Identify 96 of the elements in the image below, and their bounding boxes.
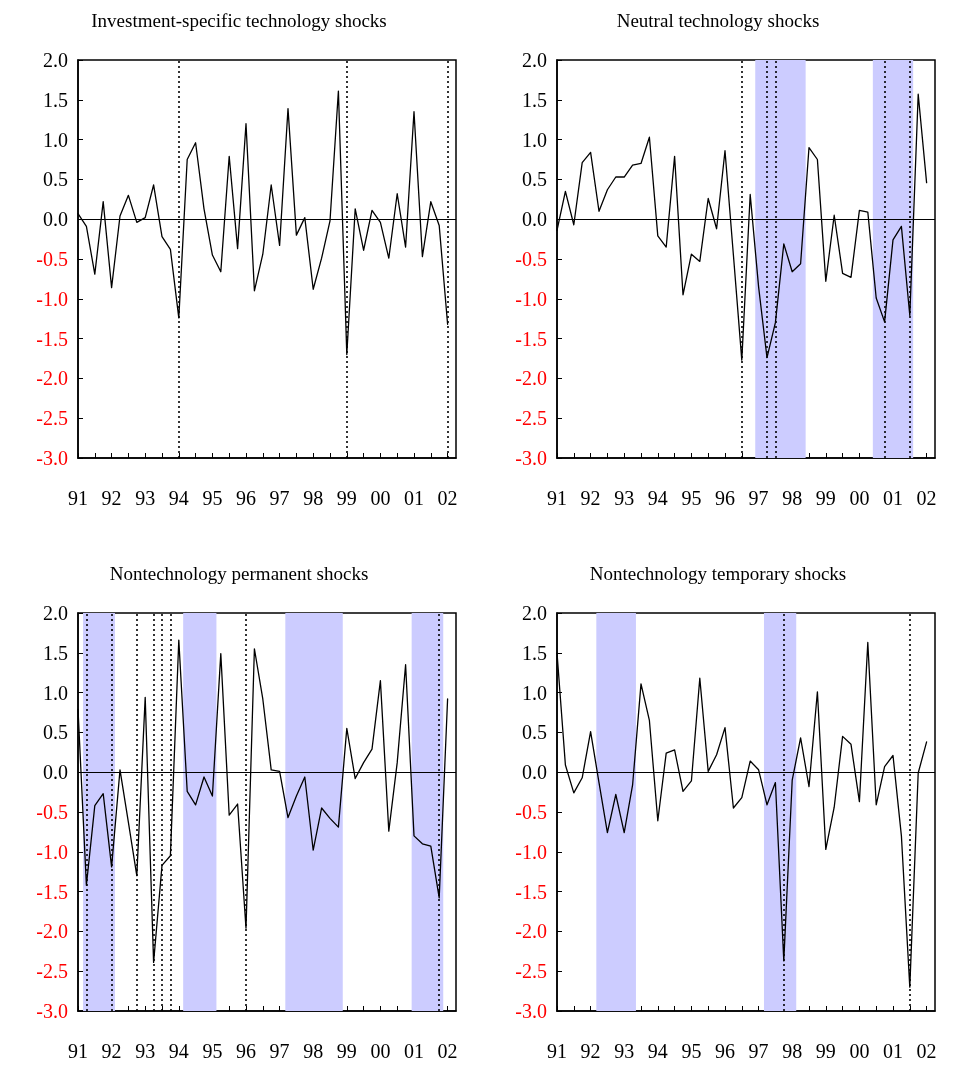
x-tick-label: 02 (916, 1040, 937, 1062)
y-tick-label: -2.0 (515, 920, 547, 943)
y-tick-label: 0.0 (522, 208, 547, 231)
x-tick-label: 01 (883, 487, 903, 509)
x-tick-label: 91 (68, 487, 88, 509)
y-tick-label: 1.0 (522, 681, 547, 704)
x-tick-label: 93 (614, 1040, 635, 1062)
x-tick-label: 01 (883, 1040, 903, 1062)
y-tick-label: 1.0 (43, 128, 68, 151)
x-tick-label: 93 (135, 487, 156, 509)
y-tick-label: -2.0 (36, 367, 68, 390)
x-tick-label: 00 (370, 487, 391, 509)
x-tick-label: 94 (168, 1040, 189, 1062)
x-tick-label: 02 (437, 1040, 458, 1062)
x-tick-label: 95 (681, 487, 702, 509)
y-tick-label: 0.5 (522, 721, 547, 744)
y-tick-label: -3.0 (36, 447, 68, 469)
y-tick-label: 1.5 (43, 88, 68, 111)
x-tick-label: 96 (715, 1040, 735, 1062)
x-tick-label: 98 (303, 487, 324, 509)
x-tick-label: 96 (236, 1040, 256, 1062)
y-tick-label: -0.5 (515, 801, 547, 823)
y-tick-label: -1.0 (515, 287, 547, 310)
x-tick-label: 00 (849, 1040, 870, 1062)
x-tick-label: 94 (168, 487, 189, 509)
y-tick-label: 1.0 (43, 681, 68, 704)
y-tick-label: -1.5 (515, 880, 547, 903)
x-tick-label: 00 (849, 487, 870, 509)
x-tick-label: 91 (547, 487, 567, 509)
x-tick-label: 96 (715, 487, 735, 509)
x-tick-label: 91 (547, 1040, 567, 1062)
x-tick-label: 92 (101, 1040, 122, 1062)
x-tick-label: 99 (815, 487, 836, 509)
y-tick-label: 1.0 (522, 128, 547, 151)
y-tick-label: 2.0 (43, 49, 68, 71)
x-tick-label: 93 (135, 1040, 156, 1062)
y-tick-label: -3.0 (515, 1000, 547, 1022)
x-tick-label: 00 (370, 1040, 391, 1062)
x-tick-label: 97 (748, 1040, 769, 1062)
y-tick-label: 2.0 (522, 49, 547, 71)
y-tick-label: 0.5 (43, 168, 68, 191)
x-tick-label: 01 (404, 487, 424, 509)
x-tick-label: 95 (202, 487, 223, 509)
y-tick-label: -1.0 (36, 840, 68, 863)
x-tick-label: 02 (916, 487, 937, 509)
y-tick-label: -0.5 (515, 248, 547, 270)
x-tick-label: 97 (269, 1040, 290, 1062)
y-tick-label: -2.5 (515, 960, 547, 983)
y-tick-label: 0.5 (522, 168, 547, 191)
y-tick-label: -1.0 (515, 840, 547, 863)
y-tick-label: 2.0 (522, 602, 547, 624)
chart-title: Investment-specific technology shocks (91, 10, 387, 31)
chart-title: Nontechnology temporary shocks (589, 563, 847, 584)
y-tick-label: -2.0 (515, 367, 547, 390)
y-tick-label: 1.5 (522, 88, 547, 111)
x-tick-label: 97 (748, 487, 769, 509)
x-tick-label: 96 (236, 487, 256, 509)
x-tick-label: 02 (437, 487, 458, 509)
y-tick-label: 0.0 (522, 761, 547, 784)
x-tick-label: 01 (404, 1040, 424, 1062)
y-tick-label: 1.5 (522, 641, 547, 664)
x-tick-label: 94 (647, 487, 668, 509)
x-tick-label: 97 (269, 487, 290, 509)
y-tick-label: -0.5 (36, 248, 68, 270)
y-tick-label: -1.0 (36, 287, 68, 310)
y-tick-label: -2.5 (36, 407, 68, 430)
y-tick-label: 0.0 (43, 208, 68, 231)
y-tick-label: 1.5 (43, 641, 68, 664)
y-tick-label: -3.0 (515, 447, 547, 469)
y-tick-label: 2.0 (43, 602, 68, 624)
x-tick-label: 99 (336, 487, 357, 509)
x-tick-label: 99 (336, 1040, 357, 1062)
x-tick-label: 92 (580, 1040, 601, 1062)
x-tick-label: 95 (202, 1040, 223, 1062)
y-tick-label: -1.5 (515, 327, 547, 350)
x-tick-label: 92 (101, 487, 122, 509)
y-tick-label: -0.5 (36, 801, 68, 823)
x-tick-label: 91 (68, 1040, 88, 1062)
y-tick-label: -2.5 (36, 960, 68, 983)
x-tick-label: 93 (614, 487, 635, 509)
chart-title: Nontechnology permanent shocks (109, 563, 369, 584)
y-tick-label: -1.5 (36, 880, 68, 903)
x-tick-label: 99 (815, 1040, 836, 1062)
y-tick-label: -1.5 (36, 327, 68, 350)
x-tick-label: 94 (647, 1040, 668, 1062)
x-tick-label: 98 (303, 1040, 324, 1062)
chart-title: Neutral technology shocks (616, 10, 820, 31)
y-tick-label: -2.0 (36, 920, 68, 943)
y-tick-label: 0.5 (43, 721, 68, 744)
x-tick-label: 98 (782, 1040, 803, 1062)
y-tick-label: -2.5 (515, 407, 547, 430)
x-tick-label: 92 (580, 487, 601, 509)
y-tick-label: -3.0 (36, 1000, 68, 1022)
y-tick-label: 0.0 (43, 761, 68, 784)
x-tick-label: 95 (681, 1040, 702, 1062)
x-tick-label: 98 (782, 487, 803, 509)
